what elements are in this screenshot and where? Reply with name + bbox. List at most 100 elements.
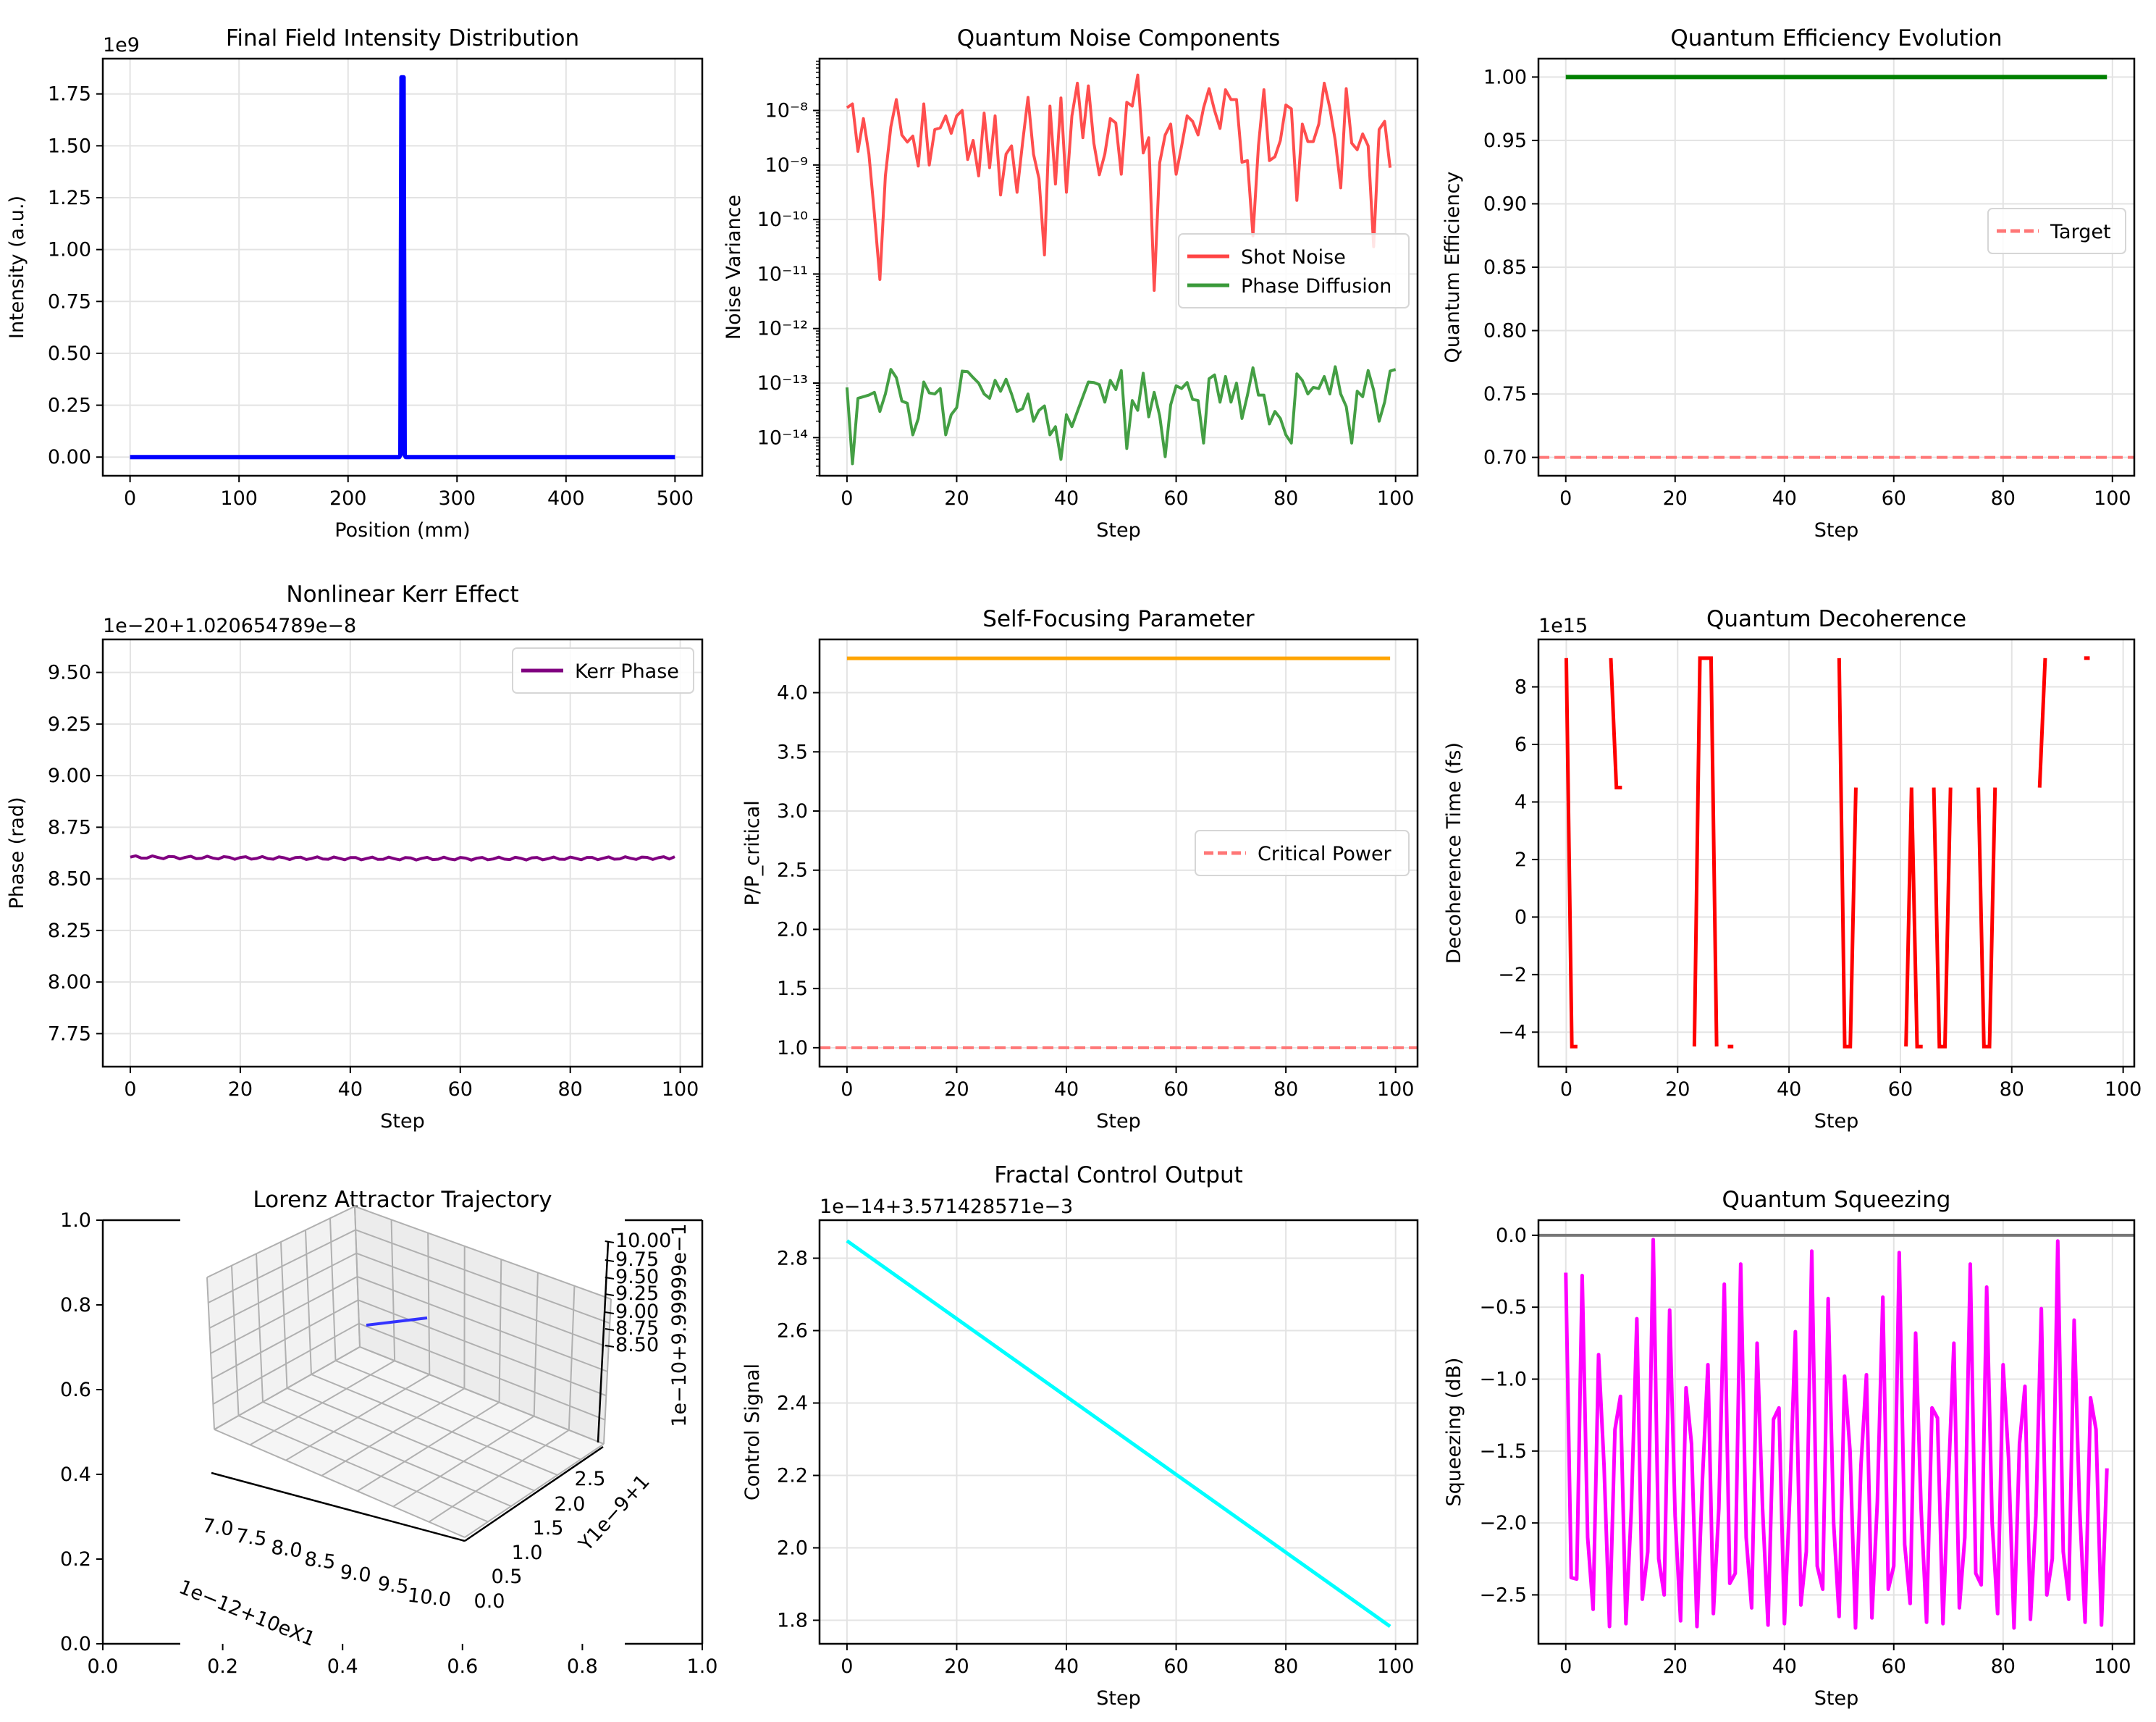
- x-tick-label: 40: [1054, 1078, 1079, 1101]
- y-tick-label: 0.0: [1496, 1225, 1527, 1247]
- z3-axis-line: [597, 1241, 610, 1443]
- y-tick-label: 9.50: [48, 662, 91, 684]
- x-tick-label: 60: [1163, 1655, 1188, 1678]
- y-tick-label: 8.75: [48, 816, 91, 839]
- x-tick-label: 60: [1888, 1078, 1913, 1101]
- x-axis-label: Step: [1814, 519, 1858, 542]
- legend-entry: Target: [2050, 221, 2111, 243]
- x3-axis-label: 1e−12+10eX1: [176, 1576, 319, 1651]
- legend-entry: Critical Power: [1258, 843, 1392, 865]
- x-tick-label: 40: [338, 1078, 363, 1101]
- y-tick-label: 2.2: [777, 1465, 808, 1487]
- legend: Kerr Phase: [512, 647, 694, 694]
- y-tick-label: 1.00: [1483, 66, 1527, 88]
- x-axis-label: Step: [1814, 1110, 1858, 1133]
- y3-tick-label: 2.0: [555, 1493, 586, 1516]
- y3-tick-label: 2.5: [575, 1468, 606, 1490]
- y-tick-label: 8.50: [48, 868, 91, 891]
- axes-frame: [1537, 57, 2136, 477]
- x-tick-label: 100: [1377, 487, 1415, 510]
- x-tick-label: 0: [1559, 1655, 1572, 1678]
- legend-entry: Shot Noise: [1241, 246, 1346, 269]
- x-tick-label: 500: [657, 487, 694, 510]
- axis-offset-text: 1e15: [1538, 615, 1588, 637]
- y-tick-label: 7.75: [48, 1022, 91, 1045]
- y-tick-label: 0.4: [60, 1463, 91, 1486]
- plot-area: [1538, 75, 2134, 459]
- y3-tick-label: 1.0: [512, 1542, 543, 1564]
- legend: Target: [1987, 208, 2126, 254]
- series-line-segment: [1692, 656, 1719, 1047]
- x-tick-label: 100: [2105, 1078, 2142, 1101]
- series-line-segment: [2037, 658, 2047, 788]
- trajectory-line: [366, 1316, 428, 1327]
- legend-entry: Kerr Phase: [575, 660, 679, 683]
- x3-tick-label: 7.5: [235, 1525, 268, 1551]
- legend-entry: Phase Diffusion: [1241, 275, 1391, 298]
- x-tick-label: 0: [124, 487, 136, 510]
- plot-area: [1564, 656, 2090, 1049]
- x-axis-label: Step: [1096, 1110, 1140, 1133]
- series-line-squeezing: [1564, 1238, 2109, 1630]
- y-axis-label: Noise Variance: [723, 195, 745, 340]
- x-tick-label: 20: [1665, 1078, 1690, 1101]
- axes-frame: [1537, 638, 2136, 1068]
- axes-3d-grid: [206, 1205, 612, 1538]
- grid-line: [311, 1374, 558, 1476]
- x-tick-label: 0.6: [447, 1655, 478, 1678]
- x-tick-label: 80: [558, 1078, 583, 1101]
- x3-tick-label: 9.0: [339, 1561, 372, 1587]
- z3-tick-label: 9.25: [615, 1282, 659, 1305]
- y-tick-label: 9.25: [48, 713, 91, 736]
- y-axis-label: Phase (rad): [6, 797, 28, 909]
- y-tick-label: −0.5: [1479, 1296, 1527, 1319]
- z3-tick-label: 9.50: [615, 1266, 659, 1288]
- chart-efficiency: Quantum Efficiency Evolution 0 20 40 60 80 100…: [1441, 25, 2136, 542]
- grid-line: [359, 1346, 605, 1445]
- series-line-segment: [1837, 658, 1858, 1049]
- chart-fractal: Fractal Control Output 0 20 40 60 80 100 1.8 2.0…: [741, 1162, 1419, 1710]
- x-tick-label: 100: [2094, 1655, 2131, 1678]
- y-axis-label: Control Signal: [741, 1364, 764, 1500]
- x-tick-label: 60: [1882, 487, 1906, 510]
- legend: Critical Power: [1195, 830, 1410, 876]
- y-tick-label: 2.5: [777, 860, 808, 882]
- chart-title: Quantum Decoherence: [1706, 606, 1966, 632]
- x-tick-label: 60: [1163, 487, 1188, 510]
- y-tick-label: 4: [1515, 791, 1527, 813]
- x-tick-label: 60: [1882, 1655, 1906, 1678]
- chart-title: Self-Focusing Parameter: [982, 606, 1255, 632]
- x-axis-label: Position (mm): [334, 519, 470, 542]
- y-axis-label: Quantum Efficiency: [1441, 172, 1464, 364]
- y-axis-label: Intensity (a.u.): [6, 196, 28, 339]
- y-axis-label: P/P_critical: [741, 800, 764, 906]
- chart-title: Lorenz Attractor Trajectory: [253, 1187, 552, 1213]
- y-tick-label: 10⁻¹⁰: [757, 209, 808, 231]
- x-tick-label: 40: [1054, 487, 1079, 510]
- y-tick-label: 1.50: [48, 135, 91, 157]
- x-tick-label: 100: [220, 487, 258, 510]
- axis-offset-text: 1e9: [103, 34, 140, 56]
- x-tick-label: 100: [662, 1078, 699, 1101]
- y-axis-label: Decoherence Time (fs): [1443, 742, 1465, 964]
- x-tick-label: 20: [944, 1078, 969, 1101]
- x-tick-label: 40: [1772, 1655, 1797, 1678]
- y-tick-label: 9.00: [48, 765, 91, 787]
- series-line-segment: [1609, 658, 1622, 790]
- x-tick-label: 40: [1777, 1078, 1801, 1101]
- chart-title: Fractal Control Output: [994, 1162, 1243, 1188]
- x-tick-label: 0: [124, 1078, 136, 1101]
- chart-kerr: Nonlinear Kerr Effect 0 20 40 60 80 100 7.75 8.0…: [6, 581, 704, 1133]
- x3-tick-label: 8.0: [270, 1537, 303, 1563]
- x-tick-label: 20: [944, 1655, 969, 1678]
- y-axis-label: Squeezing (dB): [1443, 1358, 1465, 1507]
- plot-area: [130, 854, 675, 862]
- axes-frame: [101, 638, 704, 1068]
- chart-squeezing: Quantum Squeezing 0 20 40 60 80 100 −2.5 −2.0 −1.…: [1443, 1187, 2136, 1710]
- grid-line: [214, 1429, 466, 1538]
- x-tick-label: 0.4: [327, 1655, 358, 1678]
- pane-right: [355, 1206, 611, 1444]
- axes-frame: [818, 57, 1419, 477]
- y-tick-label: 2.8: [777, 1248, 808, 1270]
- x3-tick-label: 8.5: [303, 1548, 337, 1574]
